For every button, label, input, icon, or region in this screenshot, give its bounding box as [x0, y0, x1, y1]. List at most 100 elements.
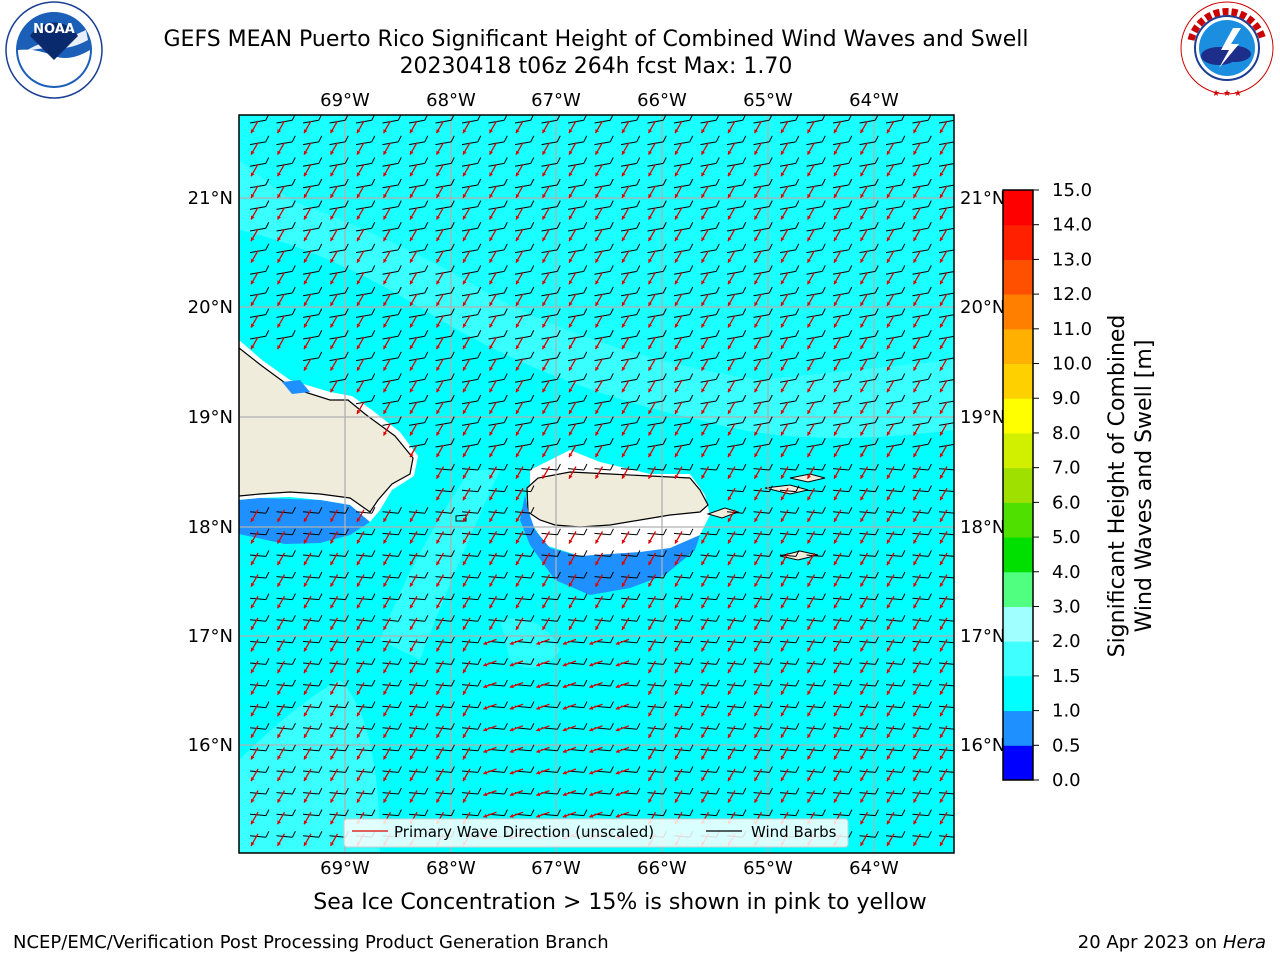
wave-arrow: [483, 660, 497, 667]
wind-barb: [753, 722, 773, 730]
wave-arrow: [509, 768, 524, 775]
wave-arrow: [674, 682, 683, 696]
wave-arrow: [912, 811, 922, 825]
wave-arrow: [859, 703, 869, 717]
wave-arrow: [833, 185, 842, 199]
wave-arrow: [833, 509, 842, 523]
colorbar-tick-5: 3.0: [1052, 596, 1081, 617]
wave-arrow: [435, 509, 445, 523]
wave-arrow: [833, 228, 842, 242]
wave-arrow: [700, 271, 710, 285]
noaa-logo: NOAA: [5, 1, 103, 99]
wind-barb: [726, 722, 747, 730]
wave-arrow: [859, 531, 869, 544]
wave-arrow: [515, 120, 524, 134]
wave-arrow: [859, 552, 869, 566]
wind-barb: [435, 614, 455, 622]
wave-arrow: [621, 617, 630, 631]
wave-arrow: [912, 423, 922, 436]
wave-arrow: [488, 574, 498, 588]
wind-barb: [435, 722, 455, 730]
wave-arrow: [250, 552, 259, 566]
wave-arrow: [329, 293, 339, 307]
wind-barb: [859, 701, 879, 709]
wave-arrow: [780, 444, 789, 458]
wind-barb: [302, 550, 323, 557]
wave-arrow: [912, 703, 922, 717]
wind-barb: [779, 463, 800, 471]
wind-barb: [382, 744, 402, 752]
wind-barb: [329, 744, 349, 752]
wave-arrow: [515, 315, 524, 328]
wave-arrow: [886, 163, 895, 177]
wave-arrow: [541, 336, 551, 350]
wave-arrow: [859, 358, 869, 372]
wind-barb: [938, 468, 954, 471]
wave-arrow: [303, 703, 312, 717]
wind-barb: [382, 593, 402, 601]
wind-barb: [355, 658, 376, 665]
wave-arrow: [356, 747, 365, 760]
wave-arrow: [356, 185, 365, 199]
wind-barb: [276, 550, 296, 557]
wave-arrow: [753, 768, 763, 782]
wind-barb: [885, 506, 906, 514]
wind-barb: [726, 701, 747, 709]
wave-arrow: [912, 574, 922, 588]
wind-barb: [832, 614, 853, 622]
wind-barb: [753, 658, 773, 665]
wave-arrow: [912, 163, 922, 177]
wind-barb: [408, 809, 429, 817]
wind-barb: [382, 766, 402, 773]
colorbar-tick-16: 14.0: [1052, 215, 1092, 236]
wave-arrow: [912, 293, 922, 307]
wave-arrow: [621, 185, 630, 199]
wind-barb: [514, 550, 535, 557]
wind-barb: [885, 809, 906, 817]
wind-barb: [779, 787, 800, 795]
colorbar-tick-2: 1.0: [1052, 701, 1081, 722]
wind-barb: [302, 830, 323, 838]
wind-barb: [726, 766, 747, 773]
wind-barb: [938, 511, 954, 514]
wave-arrow: [541, 595, 551, 609]
wave-arrow: [647, 531, 657, 544]
wave-arrow: [700, 315, 710, 328]
wind-barb: [435, 463, 455, 471]
wave-arrow: [806, 423, 816, 436]
wave-arrow: [382, 703, 392, 717]
wave-arrow: [886, 358, 895, 372]
wind-barb: [514, 593, 535, 601]
wave-arrow: [806, 552, 816, 566]
wave-arrow: [912, 315, 922, 328]
wind-barb: [938, 597, 954, 601]
colorbar-tick-10: 8.0: [1052, 423, 1081, 444]
wind-barb: [382, 528, 402, 536]
wind-barb: [700, 787, 720, 795]
wave-arrow: [833, 660, 842, 674]
wave-arrow: [674, 120, 683, 134]
wave-arrow: [859, 768, 869, 782]
wind-barb: [647, 571, 667, 579]
wave-arrow: [886, 315, 895, 328]
wind-barb: [514, 528, 535, 536]
wave-arrow: [488, 487, 498, 501]
wave-arrow: [594, 250, 604, 264]
wave-arrow: [562, 660, 577, 667]
wave-arrow: [488, 271, 498, 285]
wave-arrow: [859, 142, 869, 156]
wind-barb: [806, 571, 826, 579]
wave-arrow: [939, 401, 948, 415]
wave-arrow: [536, 660, 550, 667]
wave-arrow: [276, 617, 286, 631]
wind-barb: [885, 571, 906, 579]
wave-arrow: [594, 185, 604, 199]
wave-arrow: [568, 315, 577, 328]
wind-barb: [514, 571, 535, 579]
wave-arrow: [515, 466, 524, 480]
wave-arrow: [700, 142, 710, 156]
wave-arrow: [886, 207, 895, 220]
wind-barb: [912, 593, 932, 601]
wave-arrow: [462, 250, 471, 264]
wind-barb: [885, 463, 906, 471]
